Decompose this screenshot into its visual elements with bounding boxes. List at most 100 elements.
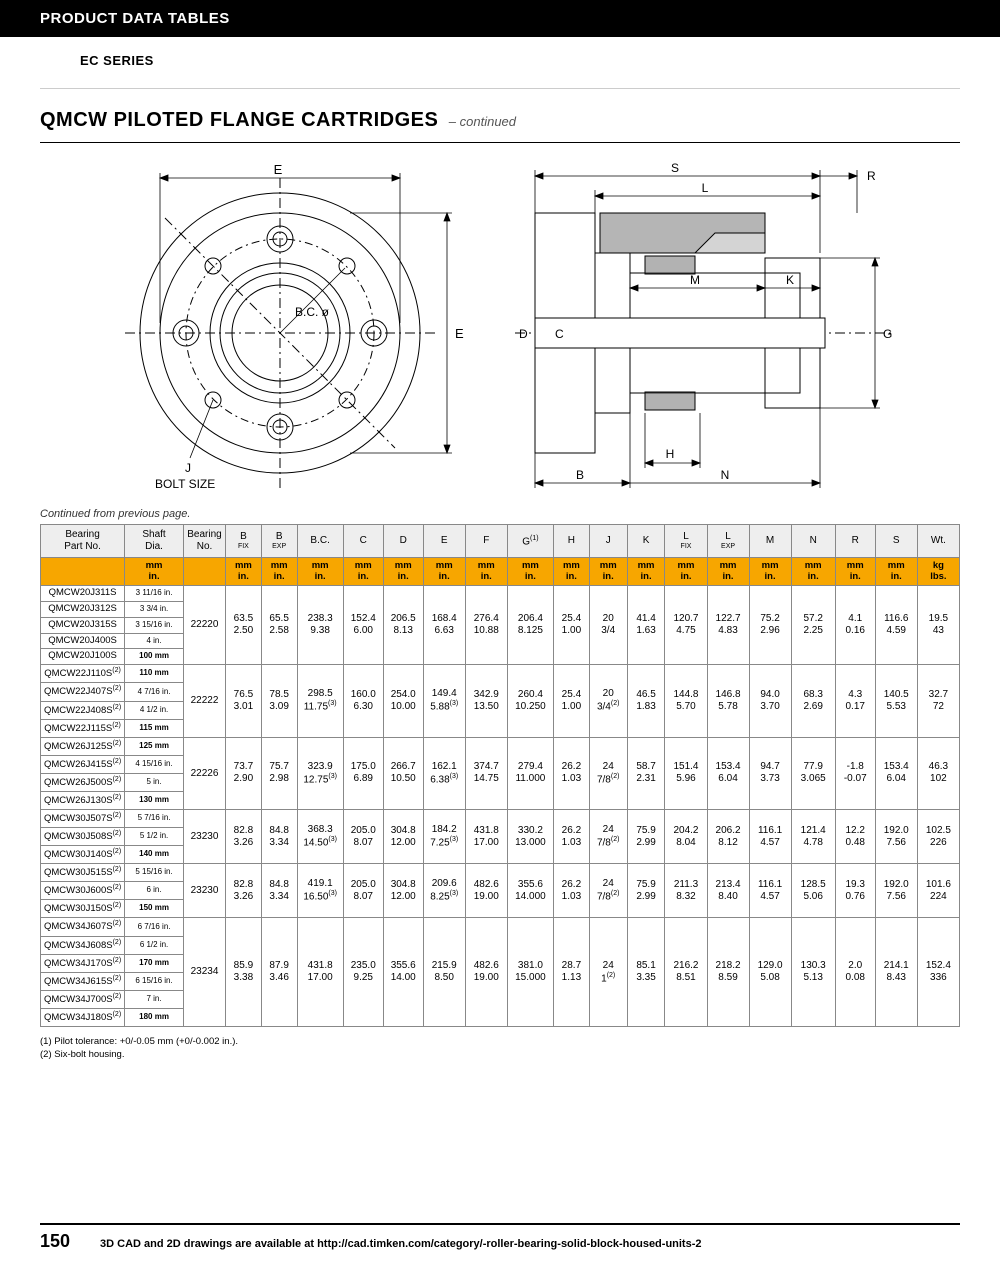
value-cell: 152.46.00 bbox=[343, 585, 383, 665]
value-cell: 482.619.00 bbox=[465, 864, 507, 918]
shaft-dia: 5 in. bbox=[125, 773, 184, 791]
title-rule bbox=[40, 142, 960, 143]
value-cell: 205.08.07 bbox=[343, 864, 383, 918]
value-cell: 368.314.50(3) bbox=[297, 810, 343, 864]
value-cell: 26.21.03 bbox=[554, 737, 590, 809]
value-cell: 46.51.83 bbox=[627, 665, 665, 737]
value-cell: -1.8-0.07 bbox=[835, 737, 875, 809]
shaft-dia: 4 15/16 in. bbox=[125, 755, 184, 773]
part-number: QMCW34J170S(2) bbox=[41, 954, 125, 972]
unit-cell: mmin. bbox=[875, 558, 917, 586]
col-header: C bbox=[343, 525, 383, 558]
value-cell: 116.14.57 bbox=[749, 864, 791, 918]
value-cell: 94.03.70 bbox=[749, 665, 791, 737]
value-cell: 75.92.99 bbox=[627, 810, 665, 864]
value-cell: 82.83.26 bbox=[226, 864, 262, 918]
shaft-dia: 125 mm bbox=[125, 737, 184, 755]
shaft-dia: 4 7/16 in. bbox=[125, 683, 184, 701]
part-number: QMCW30J140S(2) bbox=[41, 846, 125, 864]
value-cell: 419.116.50(3) bbox=[297, 864, 343, 918]
value-cell: 73.72.90 bbox=[226, 737, 262, 809]
value-cell: 162.16.38(3) bbox=[423, 737, 465, 809]
unit-cell bbox=[41, 558, 125, 586]
unit-cell: mmin. bbox=[749, 558, 791, 586]
value-cell: 304.812.00 bbox=[383, 810, 423, 864]
value-cell: 175.06.89 bbox=[343, 737, 383, 809]
shaft-dia: 5 15/16 in. bbox=[125, 864, 184, 882]
unit-cell bbox=[183, 558, 225, 586]
col-header: LFIX bbox=[665, 525, 707, 558]
part-number: QMCW30J507S(2) bbox=[41, 810, 125, 828]
value-cell: 153.46.04 bbox=[707, 737, 749, 809]
value-cell: 19.30.76 bbox=[835, 864, 875, 918]
value-cell: 41.41.63 bbox=[627, 585, 665, 665]
svg-text:M: M bbox=[690, 273, 700, 287]
value-cell: 279.411.000 bbox=[507, 737, 553, 809]
part-number: QMCW20J100S bbox=[41, 649, 125, 665]
table-row: QMCW34J607S(2)6 7/16 in.2323485.93.3887.… bbox=[41, 918, 960, 936]
value-cell: 4.10.16 bbox=[835, 585, 875, 665]
bearing-no: 23234 bbox=[183, 918, 225, 1026]
value-cell: 204.28.04 bbox=[665, 810, 707, 864]
value-cell: 63.52.50 bbox=[226, 585, 262, 665]
value-cell: 68.32.69 bbox=[791, 665, 835, 737]
shaft-dia: 180 mm bbox=[125, 1008, 184, 1026]
value-cell: 82.83.26 bbox=[226, 810, 262, 864]
value-cell: 26.21.03 bbox=[554, 864, 590, 918]
shaft-dia: 110 mm bbox=[125, 665, 184, 683]
table-row: QMCW26J125S(2)125 mm2222673.72.9075.72.9… bbox=[41, 737, 960, 755]
col-header: E bbox=[423, 525, 465, 558]
part-number: QMCW34J607S(2) bbox=[41, 918, 125, 936]
value-cell: 192.07.56 bbox=[875, 864, 917, 918]
shaft-dia: 6 7/16 in. bbox=[125, 918, 184, 936]
part-number: QMCW34J608S(2) bbox=[41, 936, 125, 954]
unit-cell: mmin. bbox=[125, 558, 184, 586]
col-header: BEXP bbox=[261, 525, 297, 558]
part-number: QMCW22J408S(2) bbox=[41, 701, 125, 719]
shaft-dia: 100 mm bbox=[125, 649, 184, 665]
svg-text:G: G bbox=[883, 327, 892, 341]
value-cell: 355.614.00 bbox=[383, 918, 423, 1026]
diagram-row: E E B.C. ø J BOLT SIZE bbox=[40, 158, 960, 498]
value-cell: 205.08.07 bbox=[343, 810, 383, 864]
unit-cell: mmin. bbox=[261, 558, 297, 586]
unit-cell: mmin. bbox=[507, 558, 553, 586]
value-cell: 19.543 bbox=[917, 585, 959, 665]
diagram-section-view: S R L M K G D C bbox=[505, 158, 905, 498]
bearing-no: 23230 bbox=[183, 810, 225, 864]
unit-cell: mmin. bbox=[707, 558, 749, 586]
value-cell: 323.912.75(3) bbox=[297, 737, 343, 809]
col-header: Wt. bbox=[917, 525, 959, 558]
svg-text:H: H bbox=[666, 447, 675, 461]
value-cell: 4.30.17 bbox=[835, 665, 875, 737]
unit-cell: mmin. bbox=[423, 558, 465, 586]
value-cell: 116.14.57 bbox=[749, 810, 791, 864]
value-cell: 120.74.75 bbox=[665, 585, 707, 665]
shaft-dia: 4 in. bbox=[125, 633, 184, 649]
part-number: QMCW30J508S(2) bbox=[41, 828, 125, 846]
value-cell: 168.46.63 bbox=[423, 585, 465, 665]
dim-label-E: E bbox=[274, 162, 283, 177]
col-header: H bbox=[554, 525, 590, 558]
shaft-dia: 5 7/16 in. bbox=[125, 810, 184, 828]
bearing-no: 23230 bbox=[183, 864, 225, 918]
value-cell: 206.58.13 bbox=[383, 585, 423, 665]
col-header: S bbox=[875, 525, 917, 558]
value-cell: 85.93.38 bbox=[226, 918, 262, 1026]
table-row: QMCW20J311S3 11/16 in.2222063.52.5065.52… bbox=[41, 585, 960, 601]
svg-text:S: S bbox=[671, 161, 679, 175]
svg-text:L: L bbox=[702, 181, 709, 195]
value-cell: 238.39.38 bbox=[297, 585, 343, 665]
value-cell: 355.614.000 bbox=[507, 864, 553, 918]
value-cell: 247/8(2) bbox=[589, 810, 627, 864]
value-cell: 192.07.56 bbox=[875, 810, 917, 864]
unit-cell: mmin. bbox=[343, 558, 383, 586]
value-cell: 12.20.48 bbox=[835, 810, 875, 864]
part-number: QMCW22J115S(2) bbox=[41, 719, 125, 737]
page-number: 150 bbox=[40, 1231, 70, 1252]
part-number: QMCW20J311S bbox=[41, 585, 125, 601]
value-cell: 58.72.31 bbox=[627, 737, 665, 809]
shaft-dia: 150 mm bbox=[125, 900, 184, 918]
value-cell: 381.015.000 bbox=[507, 918, 553, 1026]
shaft-dia: 6 15/16 in. bbox=[125, 972, 184, 990]
